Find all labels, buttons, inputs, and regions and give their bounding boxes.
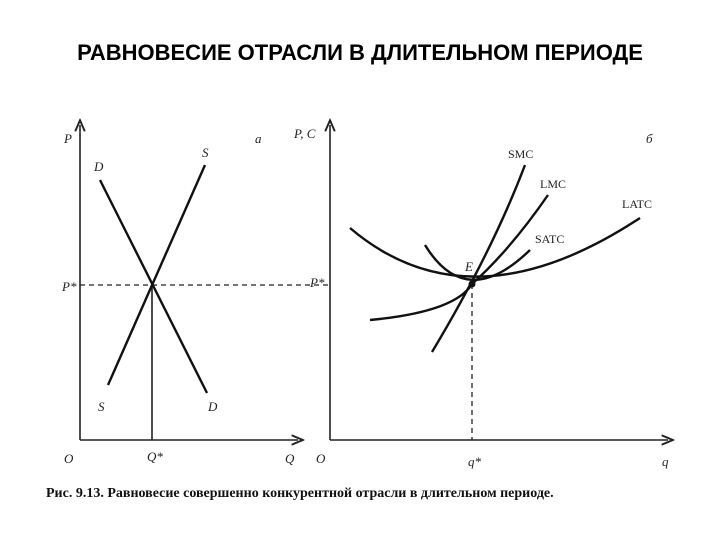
equilibrium-point	[468, 280, 476, 288]
curve-label: S	[202, 145, 209, 160]
curve-label: LATC	[622, 197, 652, 211]
axis-label: q	[662, 454, 669, 469]
price-label: P*	[309, 275, 325, 290]
point-label: E	[464, 259, 473, 274]
quantity-label: q*	[468, 454, 482, 469]
smc-curve	[430, 164, 527, 353]
panel-tag: a	[255, 131, 262, 146]
axis-label: P	[63, 131, 72, 146]
curve-label: D	[207, 399, 218, 414]
panel-tag: б	[646, 131, 653, 146]
axis-label: P, C	[293, 126, 316, 141]
supply-curve	[106, 164, 207, 386]
price-label: P*	[61, 279, 77, 294]
curve-label: SMC	[508, 147, 533, 161]
latc-curve	[349, 216, 641, 278]
demand-curve	[98, 179, 209, 394]
curve-label: LMC	[540, 177, 566, 191]
origin-label: O	[64, 451, 74, 466]
axis-label: Q	[285, 451, 295, 466]
curve-label: D	[93, 159, 104, 174]
slide-title: РАВНОВЕСИЕ ОТРАСЛИ В ДЛИТЕЛЬНОМ ПЕРИОДЕ	[77, 40, 643, 65]
curve-label: S	[98, 399, 105, 414]
satc-curve	[423, 244, 531, 281]
figure-caption: Рис. 9.13. Равновесие совершенно конкуре…	[46, 486, 554, 501]
origin-label: O	[316, 451, 326, 466]
curve-label: SATC	[535, 232, 564, 246]
quantity-label: Q*	[147, 449, 163, 464]
